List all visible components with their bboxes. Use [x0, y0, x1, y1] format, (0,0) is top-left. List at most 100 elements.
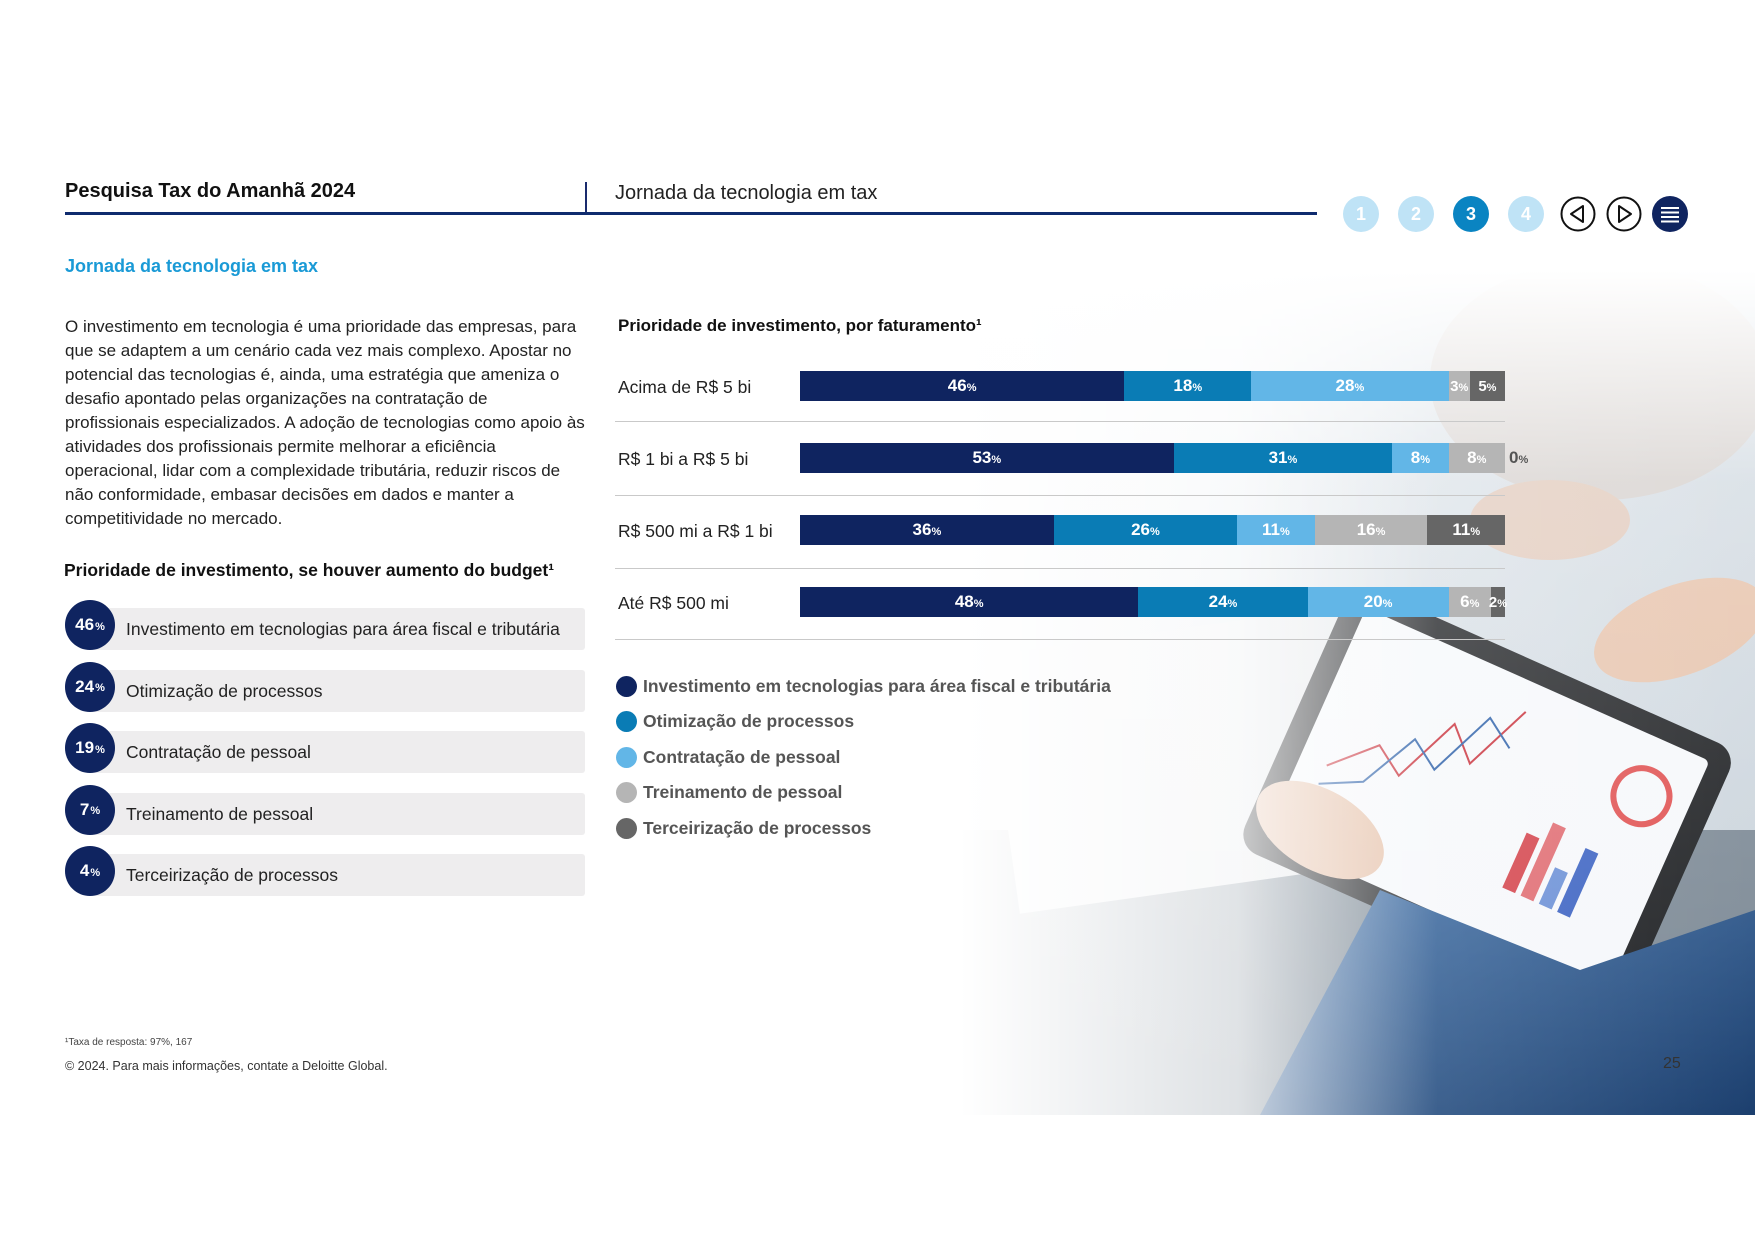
- section-title: Jornada da tecnologia em tax: [615, 182, 878, 204]
- data-label-unit: %: [973, 598, 984, 610]
- legend-label: Treinamento de pessoal: [643, 782, 843, 802]
- data-label: 8: [1410, 448, 1421, 467]
- list-item: Terceirização de processos 4%: [65, 846, 585, 896]
- page-subtitle: Jornada da tecnologia em tax: [65, 256, 319, 276]
- budget-pill: [89, 669, 585, 712]
- data-label-unit: %: [1279, 526, 1290, 538]
- page-nav: 1 2 3 4: [1343, 196, 1544, 232]
- previous-icon[interactable]: [1560, 196, 1596, 232]
- legend-label: Terceirização de processos: [643, 817, 872, 838]
- legend-label: Otimização de processos: [643, 711, 855, 731]
- stacked-bar-chart: Acima de R$ 5 bi 46% 18% 28% 3% 5% R$ 1 bi a R…: [615, 350, 1545, 650]
- bar-segment: 53%: [800, 443, 1174, 473]
- budget-pill: [89, 731, 585, 773]
- intro-paragraph: O investimento em tecnologia é uma prior…: [65, 317, 585, 528]
- next-icon[interactable]: [1606, 196, 1642, 232]
- category-label: Até R$ 500 mi: [618, 593, 729, 613]
- data-label-unit: %: [1227, 598, 1238, 610]
- bar-segment: 46%: [800, 371, 1125, 401]
- footnote: ¹Taxa de resposta: 97%, 167: [65, 1037, 193, 1048]
- bar-segment: 20%: [1307, 587, 1449, 617]
- bar-segment: 2%: [1488, 587, 1507, 617]
- legend-item: Treinamento de pessoal: [616, 782, 1111, 804]
- legend-item: Investimento em tecnologias para área fi…: [616, 675, 1111, 697]
- bar-segment: 11%: [1237, 515, 1315, 545]
- data-label: 28: [1335, 376, 1355, 395]
- list-item: Investimento em tecnologias para área fi…: [65, 600, 585, 650]
- badge-value: 24: [75, 676, 95, 696]
- legend-swatch: [616, 675, 637, 697]
- budget-item-label: Treinamento de pessoal: [126, 803, 314, 824]
- data-label: 53: [972, 448, 992, 467]
- legend-swatch: [616, 711, 637, 732]
- nav-page-4[interactable]: 4: [1508, 196, 1544, 232]
- legend-label: Investimento em tecnologias para área fi…: [643, 675, 1111, 696]
- tablet-photo: [960, 270, 1755, 1115]
- bar-segment: 8%: [1392, 443, 1449, 473]
- header-divider: [585, 182, 587, 212]
- data-label: 20: [1363, 592, 1383, 611]
- budget-item-label: Terceirização de processos: [126, 865, 339, 885]
- nav-arrows: [1560, 196, 1688, 232]
- budget-heading: Prioridade de investimento, se houver au…: [64, 560, 555, 580]
- legend-item: Terceirização de processos: [616, 817, 1111, 839]
- bar-segment: 11%: [1427, 515, 1505, 545]
- budget-value-badge: 46%: [65, 600, 115, 650]
- category-label: Acima de R$ 5 bi: [618, 377, 752, 397]
- budget-item-label: Investimento em tecnologias para área fi…: [126, 619, 560, 639]
- legend-swatch: [616, 746, 637, 768]
- bar-segment: 16%: [1314, 515, 1428, 545]
- data-label-unit: %: [1192, 382, 1203, 394]
- data-label: 26: [1131, 520, 1151, 539]
- chart-legend: Investimento em tecnologias para área fi…: [616, 675, 1111, 853]
- data-label: 16: [1356, 520, 1376, 539]
- data-label-unit: %: [1382, 598, 1393, 610]
- bar-segment: 26%: [1053, 515, 1238, 545]
- nav-page-3[interactable]: 3: [1453, 196, 1489, 232]
- budget-value-badge: 24%: [65, 661, 115, 712]
- data-label: 48: [954, 592, 974, 611]
- row-divider: [615, 495, 1505, 496]
- badge-unit: %: [95, 743, 105, 756]
- copyright: © 2024. Para mais informações, contate a…: [65, 1059, 388, 1073]
- budget-priority-list: Investimento em tecnologias para área fi…: [65, 600, 585, 908]
- data-label: 2: [1488, 593, 1498, 611]
- data-label-unit: %: [1287, 454, 1298, 466]
- legend-label: Contratação de pessoal: [643, 746, 841, 767]
- budget-pill: [89, 854, 585, 896]
- badge-unit: %: [90, 866, 101, 879]
- document-title: Pesquisa Tax do Amanhã 2024: [65, 180, 356, 202]
- data-label: 11: [1452, 520, 1471, 539]
- data-label-unit: %: [1469, 598, 1480, 610]
- bar-segment: 8%: [1448, 443, 1505, 473]
- list-item: Treinamento de pessoal 7%: [65, 784, 585, 835]
- nav-page-1[interactable]: 1: [1343, 196, 1379, 232]
- data-label: 36: [912, 520, 932, 539]
- data-label-unit: %: [1476, 454, 1487, 466]
- legend-swatch: [616, 817, 637, 839]
- budget-value-badge: 19%: [65, 723, 115, 773]
- badge-unit: %: [95, 620, 105, 633]
- bar-segment: 6%: [1448, 587, 1491, 617]
- bar-segment: 36%: [800, 515, 1054, 545]
- data-label: 24: [1208, 592, 1228, 611]
- data-label-unit: %: [966, 382, 977, 394]
- data-label-unit: %: [1150, 526, 1160, 538]
- badge-value: 46: [75, 615, 95, 634]
- data-label-unit: %: [1486, 382, 1497, 394]
- menu-icon[interactable]: [1652, 196, 1688, 232]
- budget-pill: [89, 608, 585, 650]
- legend-item: Contratação de pessoal: [616, 746, 1111, 768]
- chart-title: Prioridade de investimento, por faturame…: [618, 316, 982, 335]
- data-label: 6: [1460, 592, 1470, 611]
- data-label-unit: %: [931, 526, 942, 538]
- legend-item: Otimização de processos: [616, 711, 1111, 733]
- category-label: R$ 1 bi a R$ 5 bi: [618, 449, 749, 469]
- budget-value-badge: 4%: [65, 846, 115, 896]
- nav-page-2[interactable]: 2: [1398, 196, 1434, 232]
- data-label-unit: %: [991, 454, 1002, 466]
- data-label-outside: 0%: [1509, 443, 1528, 473]
- list-item: Otimização de processos 24%: [65, 661, 585, 712]
- page-number: 25: [1663, 1055, 1681, 1072]
